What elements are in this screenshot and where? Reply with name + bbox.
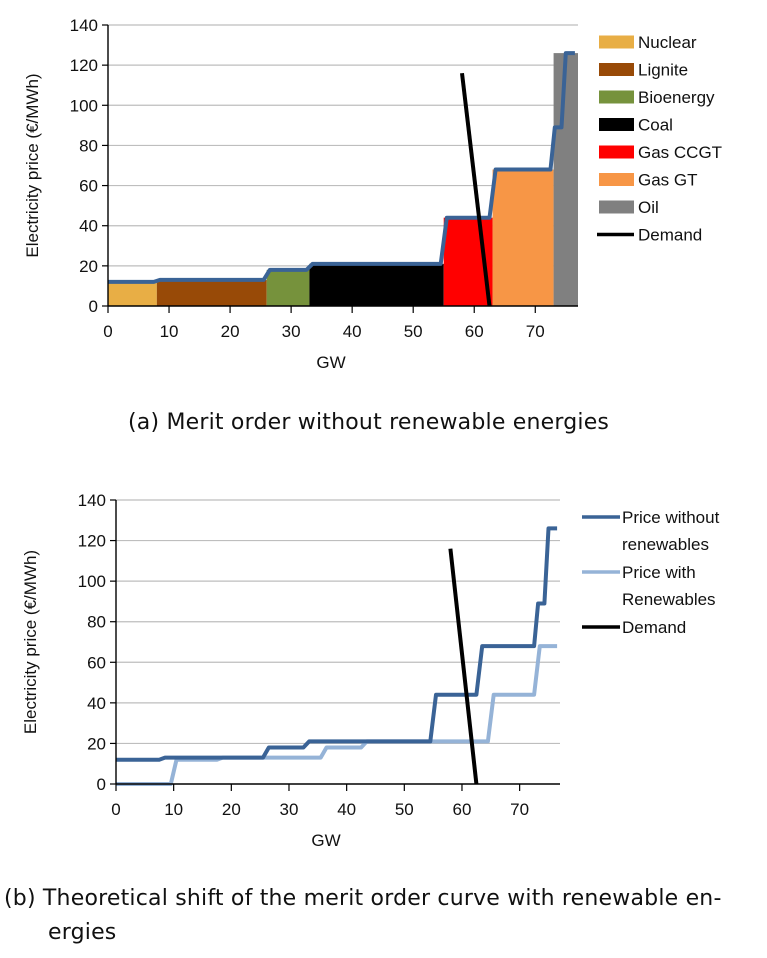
y-tick-label: 60	[79, 177, 98, 196]
axes	[102, 24, 578, 313]
legend-label: Bioenergy	[638, 88, 715, 107]
legend-swatch-gas-gt	[599, 173, 634, 186]
series-line-price-without-renewables	[116, 526, 558, 762]
fuel-segments	[108, 53, 578, 306]
legend-label: Price with	[622, 563, 696, 582]
legend-label: Nuclear	[638, 33, 697, 52]
x-tick-label: 40	[337, 800, 356, 819]
y-tick-label: 60	[87, 653, 106, 672]
legend-label: Demand	[622, 618, 686, 637]
series-line-price-with-renewables	[116, 644, 558, 786]
x-tick-label: 30	[282, 322, 301, 341]
demand-line	[460, 72, 492, 307]
legend-swatch-lignite	[599, 63, 634, 76]
legend-label: Demand	[638, 226, 702, 245]
curves	[116, 526, 558, 786]
y-tick-label: 120	[70, 56, 98, 75]
axes	[110, 499, 560, 791]
segment-oil	[553, 53, 578, 306]
curves	[108, 51, 575, 307]
y-tick-label: 0	[89, 297, 98, 316]
gridlines	[108, 24, 578, 267]
legend-swatch-gas-ccgt	[599, 145, 634, 159]
legend-label: renewables	[622, 535, 709, 554]
chart-merit-order: 0 20 40 60 80 100 120 140 0 10 20 30 40 50 60 70 GW Ele…	[23, 16, 722, 372]
x-tick-label: 50	[395, 800, 414, 819]
legend-swatch-nuclear	[599, 35, 634, 49]
y-tick-label: 140	[78, 491, 106, 510]
segment-nuclear	[108, 281, 157, 306]
y-tick-label: 120	[78, 532, 106, 551]
legend: Price without renewables Price with Renewab…	[582, 508, 720, 637]
supply-curve-line	[108, 51, 575, 284]
segment-lignite	[156, 279, 267, 306]
series-line-demand	[448, 548, 479, 785]
segment-gas-gt	[492, 169, 554, 306]
legend-label: Oil	[638, 198, 659, 217]
x-tick-label: 60	[465, 322, 484, 341]
x-tick-label: 70	[510, 800, 529, 819]
x-tick-label: 70	[526, 322, 545, 341]
y-tick-label: 140	[70, 16, 98, 35]
segment-coal	[309, 263, 444, 306]
y-axis-title: Electricity price (€/MWh)	[21, 550, 40, 734]
y-tick-label: 20	[87, 734, 106, 753]
y-tick-label: 100	[78, 572, 106, 591]
x-tick-label: 50	[404, 322, 423, 341]
legend-swatch-coal	[599, 118, 634, 131]
tick-labels: 0 20 40 60 80 100 120 140 0 10 20 30 40 50 60 70	[78, 491, 529, 819]
y-tick-label: 20	[79, 257, 98, 276]
segment-bioenergy	[266, 269, 310, 306]
legend: Nuclear Lignite Bioenergy Coal Gas CCGT Gas G…	[597, 33, 722, 245]
legend-label: Price without	[622, 508, 720, 527]
caption-b-line2: ergies	[48, 920, 117, 945]
y-tick-label: 40	[79, 217, 98, 236]
legend-label: Gas GT	[638, 171, 698, 190]
x-tick-label: 10	[164, 800, 183, 819]
x-tick-label: 20	[222, 800, 241, 819]
x-tick-label: 30	[280, 800, 299, 819]
y-tick-label: 100	[70, 96, 98, 115]
legend-label: Coal	[638, 116, 673, 135]
y-tick-label: 80	[79, 136, 98, 155]
figure-caption-a: (a) Merit order without renewable energi…	[128, 410, 610, 435]
x-tick-label: 0	[103, 322, 112, 341]
x-tick-label: 40	[343, 322, 362, 341]
x-axis-title: GW	[316, 353, 345, 372]
legend-swatch-oil	[599, 200, 634, 214]
x-axis-title: GW	[311, 831, 340, 850]
gridlines	[116, 499, 560, 745]
x-tick-label: 60	[453, 800, 472, 819]
legend-label: Lignite	[638, 61, 688, 80]
x-tick-label: 20	[221, 322, 240, 341]
y-tick-label: 80	[87, 613, 106, 632]
x-tick-label: 0	[111, 800, 120, 819]
figure-caption-b: (b) Theoretical shift of the merit order…	[4, 882, 764, 950]
legend-label: Gas CCGT	[638, 143, 722, 162]
y-axis-title: Electricity price (€/MWh)	[23, 73, 42, 257]
x-tick-label: 10	[160, 322, 179, 341]
legend-label: Renewables	[622, 590, 716, 609]
legend-swatch-bioenergy	[599, 90, 634, 104]
y-tick-label: 40	[87, 694, 106, 713]
y-tick-label: 0	[97, 775, 106, 794]
tick-labels: 0 20 40 60 80 100 120 140 0 10 20 30 40 50 60 70	[70, 16, 545, 341]
chart-merit-order-shift: 0 20 40 60 80 100 120 140 0 10 20 30 40 50 60 70 GW Ele…	[21, 491, 720, 850]
caption-b-line1: (b) Theoretical shift of the merit order…	[4, 886, 722, 911]
